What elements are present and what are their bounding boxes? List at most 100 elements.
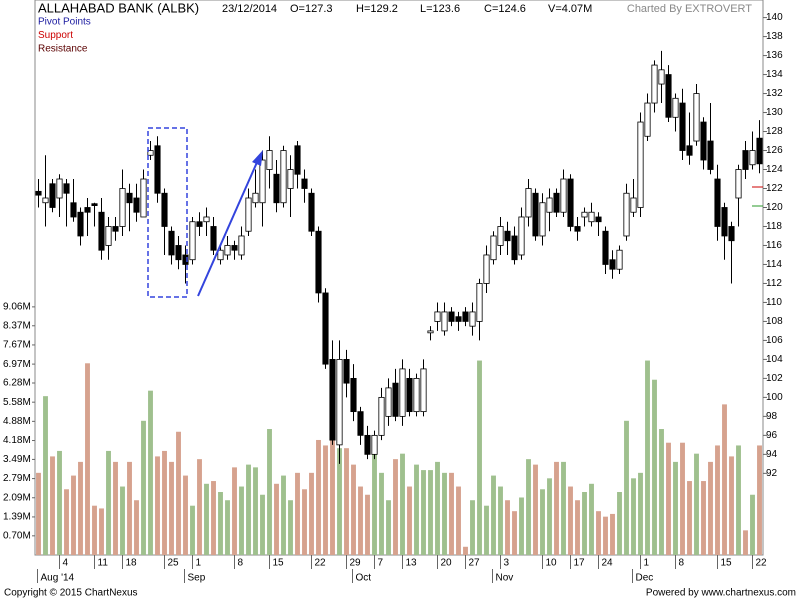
volume-bar xyxy=(701,481,706,555)
y-tick-label: 98 xyxy=(766,411,778,422)
volume-bar xyxy=(183,475,188,555)
candle-body xyxy=(448,311,455,322)
y-tick-label: 138 xyxy=(766,31,783,42)
candle-body xyxy=(105,226,112,246)
candle-body xyxy=(616,249,623,270)
candle-body xyxy=(483,254,490,284)
y-tick-label: 110 xyxy=(766,297,782,308)
volume-bar xyxy=(540,489,545,555)
volume-tick-label: 0.70M xyxy=(3,530,31,541)
candle-body xyxy=(413,377,420,413)
volume-bar xyxy=(85,363,90,555)
candle-body xyxy=(364,434,371,455)
volume-bar xyxy=(631,478,636,555)
candle-body xyxy=(490,235,497,261)
volume-bar xyxy=(295,472,300,555)
volume-bar xyxy=(225,500,230,555)
volume-bar xyxy=(344,448,349,555)
volume-bar xyxy=(414,464,419,555)
candle-body xyxy=(595,216,602,223)
candle-body xyxy=(63,183,70,194)
legend: Pivot Points Support Resistance xyxy=(38,17,91,55)
candle-body xyxy=(420,368,427,413)
volume-bar xyxy=(127,461,132,555)
volume-bar xyxy=(134,500,139,555)
candle-body xyxy=(189,221,196,261)
volume-tick-label: 3.49M xyxy=(3,454,31,465)
candle-body xyxy=(392,382,399,417)
candle-body xyxy=(126,192,133,204)
volume-tick-label: 1.39M xyxy=(3,512,31,523)
volume-bar xyxy=(645,360,650,555)
volume-bar xyxy=(708,461,713,555)
volume-bar xyxy=(498,486,503,555)
candle-body xyxy=(336,359,343,446)
candle-body xyxy=(623,192,630,237)
stat: L=123.6 xyxy=(420,3,460,15)
candle-body xyxy=(518,216,525,256)
volume-bar xyxy=(113,461,118,555)
candle-body xyxy=(371,434,378,455)
candle-body xyxy=(357,411,364,436)
y-tick-label: 104 xyxy=(766,354,783,365)
volume-bar xyxy=(64,489,69,555)
candle-body xyxy=(441,311,448,332)
x-tick-label: 4 xyxy=(63,558,69,569)
volume-bar xyxy=(232,467,237,555)
volume-bar xyxy=(148,390,153,555)
volume-bar xyxy=(407,486,412,555)
candle-body xyxy=(728,226,735,242)
volume-bar xyxy=(729,456,734,555)
volume-bar xyxy=(43,396,48,555)
candle-body xyxy=(322,292,329,365)
volume-bar xyxy=(449,472,454,555)
candle-body xyxy=(98,211,105,251)
volume-bar xyxy=(652,379,657,555)
candle-body xyxy=(238,235,245,256)
candle-body xyxy=(91,203,98,206)
candle-body xyxy=(504,230,511,242)
stat: V=4.07M xyxy=(548,3,592,15)
volume-bar xyxy=(71,475,76,555)
volume-bar xyxy=(106,450,111,555)
candle-body xyxy=(245,197,252,232)
y-tick-label: 132 xyxy=(766,88,783,99)
y-tick-label: 100 xyxy=(766,392,783,403)
date: 23/12/2014 xyxy=(222,3,277,15)
candle-body xyxy=(77,211,84,237)
volume-bar xyxy=(582,492,587,555)
candle-body xyxy=(203,216,210,223)
y-tick-label: 92 xyxy=(766,468,778,479)
y-tick-label: 134 xyxy=(766,69,783,80)
month-label: Sep xyxy=(188,573,206,584)
x-tick-label: 1 xyxy=(644,558,650,569)
candle-body xyxy=(714,178,721,227)
volume-bar xyxy=(743,530,748,555)
volume-bar xyxy=(218,492,223,555)
volume-bar xyxy=(176,431,181,555)
candle-body xyxy=(658,69,665,85)
y-tick-label: 130 xyxy=(766,107,783,118)
volume-tick-label: 9.06M xyxy=(3,302,31,313)
candle-body xyxy=(609,259,616,270)
candle-body xyxy=(469,311,476,327)
volume-bar xyxy=(393,459,398,555)
volume-bar xyxy=(421,470,426,555)
x-tick-label: 22 xyxy=(315,558,327,569)
candle-body xyxy=(602,230,609,265)
candle-body xyxy=(693,93,700,142)
candle-body xyxy=(532,192,539,237)
candle-body xyxy=(140,178,147,218)
volume-bar xyxy=(512,511,517,555)
annotation-arrow xyxy=(197,159,259,297)
annotation-box xyxy=(147,127,188,298)
volume-tick-label: 2.79M xyxy=(3,473,31,484)
y-tick-label: 122 xyxy=(766,183,783,194)
y-tick-label: 126 xyxy=(766,145,783,156)
volume-bar xyxy=(190,505,195,555)
candle-body xyxy=(434,311,441,322)
volume-bar xyxy=(617,492,622,555)
volume-bar xyxy=(547,478,552,555)
volume-bar xyxy=(736,445,741,555)
candle-body xyxy=(637,121,644,208)
